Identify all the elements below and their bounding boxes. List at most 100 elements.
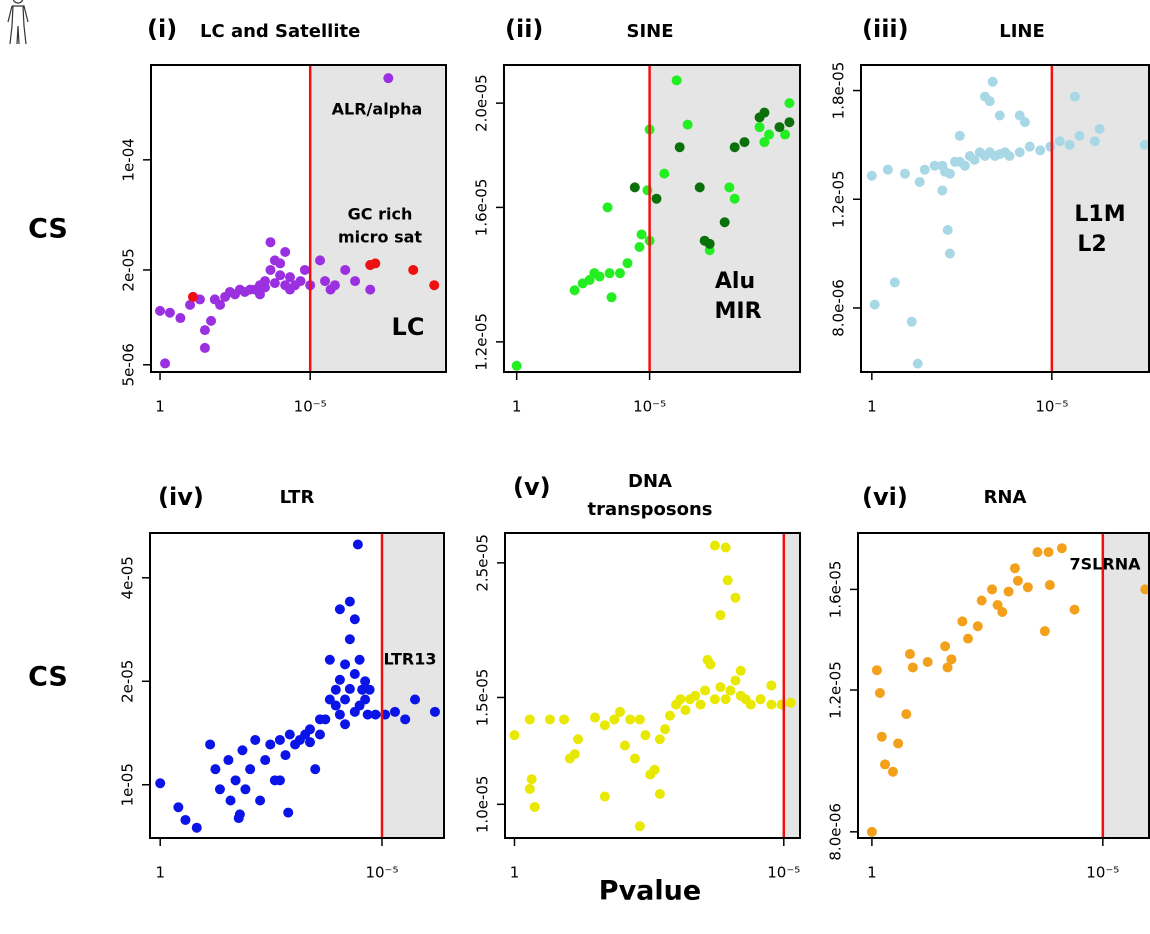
x-tick-label: 10⁻⁵ xyxy=(1086,864,1119,882)
point xyxy=(722,575,733,586)
point xyxy=(223,755,234,766)
y-tick-label: 8.0e-06 xyxy=(830,279,848,337)
point xyxy=(866,826,877,837)
significance-region xyxy=(783,533,800,838)
point xyxy=(1003,586,1014,597)
points xyxy=(155,73,440,369)
points xyxy=(509,540,796,832)
point xyxy=(614,268,625,279)
point xyxy=(704,238,715,249)
point xyxy=(766,699,777,710)
point xyxy=(1089,136,1100,147)
point xyxy=(957,616,968,627)
point xyxy=(759,137,770,148)
annotation: ALR/alpha xyxy=(332,100,423,119)
point xyxy=(334,604,345,615)
point xyxy=(1043,547,1054,558)
point xyxy=(383,73,394,84)
point xyxy=(774,122,785,133)
x-tick-label: 1 xyxy=(867,398,877,416)
point xyxy=(709,540,720,551)
point xyxy=(784,98,795,109)
point xyxy=(155,778,166,789)
point xyxy=(649,764,660,775)
point xyxy=(954,130,965,141)
point xyxy=(914,176,925,187)
point xyxy=(245,284,256,295)
point xyxy=(619,740,630,751)
point xyxy=(330,684,341,695)
point xyxy=(349,668,360,679)
x-tick-label: 10⁻⁵ xyxy=(365,864,398,882)
point xyxy=(997,606,1008,617)
point xyxy=(224,286,235,297)
panel-title: SINE xyxy=(626,21,673,42)
point xyxy=(265,237,276,248)
point xyxy=(882,164,893,175)
point xyxy=(285,272,296,283)
point xyxy=(715,610,726,621)
point xyxy=(944,248,955,259)
point xyxy=(972,621,983,632)
point xyxy=(1044,580,1055,591)
point xyxy=(1056,543,1067,554)
point xyxy=(735,665,746,676)
y-tick-label: 1.2e-05 xyxy=(830,170,848,228)
plot-frame xyxy=(503,64,801,373)
row-label: CS xyxy=(28,214,68,245)
point xyxy=(199,325,210,336)
panel-label: (v) xyxy=(513,473,551,501)
point xyxy=(715,682,726,693)
point xyxy=(173,802,184,813)
point xyxy=(175,313,186,324)
point xyxy=(310,764,321,775)
point xyxy=(976,595,987,606)
point xyxy=(1024,141,1035,152)
x-tick-label: 1 xyxy=(510,864,520,882)
panel-label: (iv) xyxy=(158,483,204,511)
point xyxy=(362,709,373,720)
point xyxy=(511,360,522,371)
y-tick-label: 1e-05 xyxy=(119,763,137,806)
point xyxy=(680,705,691,716)
point xyxy=(874,687,885,698)
point xyxy=(1064,139,1075,150)
annotation: MIR xyxy=(714,299,761,324)
point xyxy=(887,766,898,777)
point xyxy=(901,709,912,720)
point xyxy=(275,258,286,269)
point xyxy=(785,697,796,708)
point xyxy=(634,821,645,832)
point xyxy=(720,542,731,553)
significance-region xyxy=(381,533,444,838)
plot-frame xyxy=(149,532,445,839)
y-tick-label: 2e-05 xyxy=(120,248,138,291)
point xyxy=(729,193,740,204)
panel-label: (ii) xyxy=(505,15,543,43)
annotation: L1M xyxy=(1074,202,1125,227)
point xyxy=(215,299,226,310)
y-tick-label: 1.2e-05 xyxy=(827,661,845,719)
point xyxy=(340,694,351,705)
row-label: CS xyxy=(28,662,68,693)
point xyxy=(265,264,276,275)
point xyxy=(700,685,711,696)
point xyxy=(330,700,341,711)
point xyxy=(963,633,974,644)
x-tick-label: 10⁻⁵ xyxy=(294,398,327,416)
point xyxy=(729,142,740,153)
annotation: LTR13 xyxy=(383,650,436,669)
point xyxy=(602,202,613,213)
point xyxy=(340,719,351,730)
annotation: LC xyxy=(392,313,425,341)
point xyxy=(636,229,647,240)
point xyxy=(344,634,355,645)
significance-region xyxy=(1102,533,1149,838)
panel-title: DNA xyxy=(628,471,672,492)
point xyxy=(350,276,361,287)
point xyxy=(206,315,217,326)
point xyxy=(654,734,665,745)
point xyxy=(370,258,381,269)
x-tick-label: 1 xyxy=(512,398,522,416)
point xyxy=(569,285,580,296)
